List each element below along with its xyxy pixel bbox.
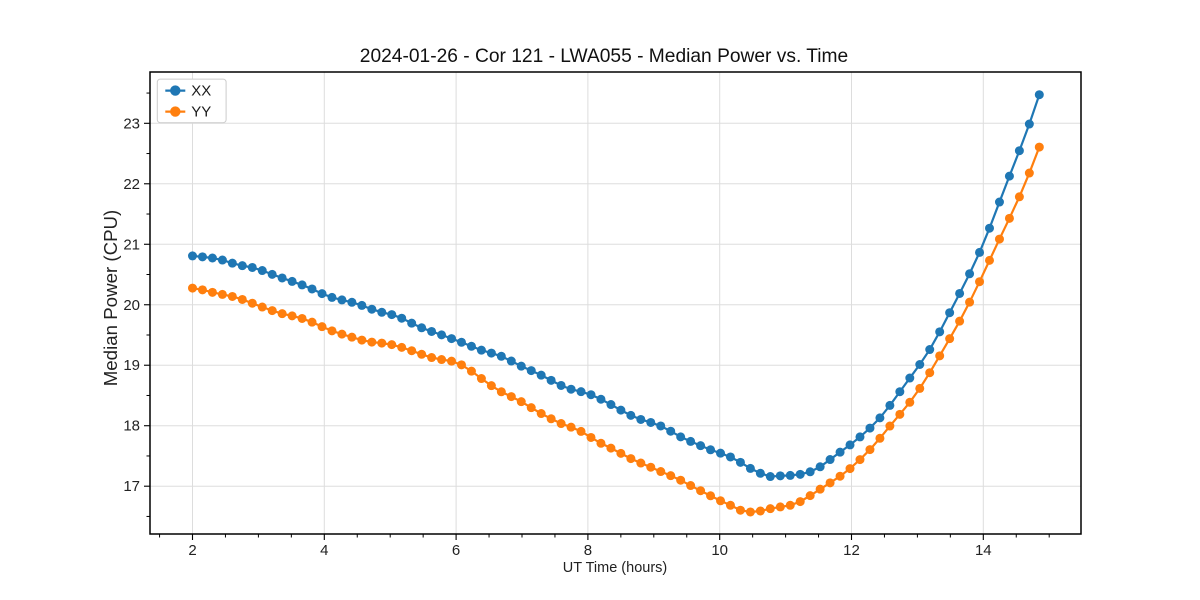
svg-text:18: 18 (123, 418, 140, 435)
svg-text:4: 4 (320, 542, 328, 559)
svg-text:22: 22 (123, 176, 140, 193)
svg-text:10: 10 (711, 542, 728, 559)
svg-text:XX: XX (191, 83, 211, 100)
svg-text:20: 20 (123, 297, 140, 314)
svg-text:12: 12 (843, 542, 860, 559)
svg-text:14: 14 (975, 542, 992, 559)
svg-text:23: 23 (123, 115, 140, 132)
svg-text:6: 6 (452, 542, 460, 559)
svg-text:8: 8 (584, 542, 592, 559)
svg-text:17: 17 (123, 478, 140, 495)
svg-text:21: 21 (123, 236, 140, 253)
svg-text:19: 19 (123, 357, 140, 374)
svg-text:YY: YY (191, 104, 211, 121)
svg-text:2: 2 (188, 542, 196, 559)
